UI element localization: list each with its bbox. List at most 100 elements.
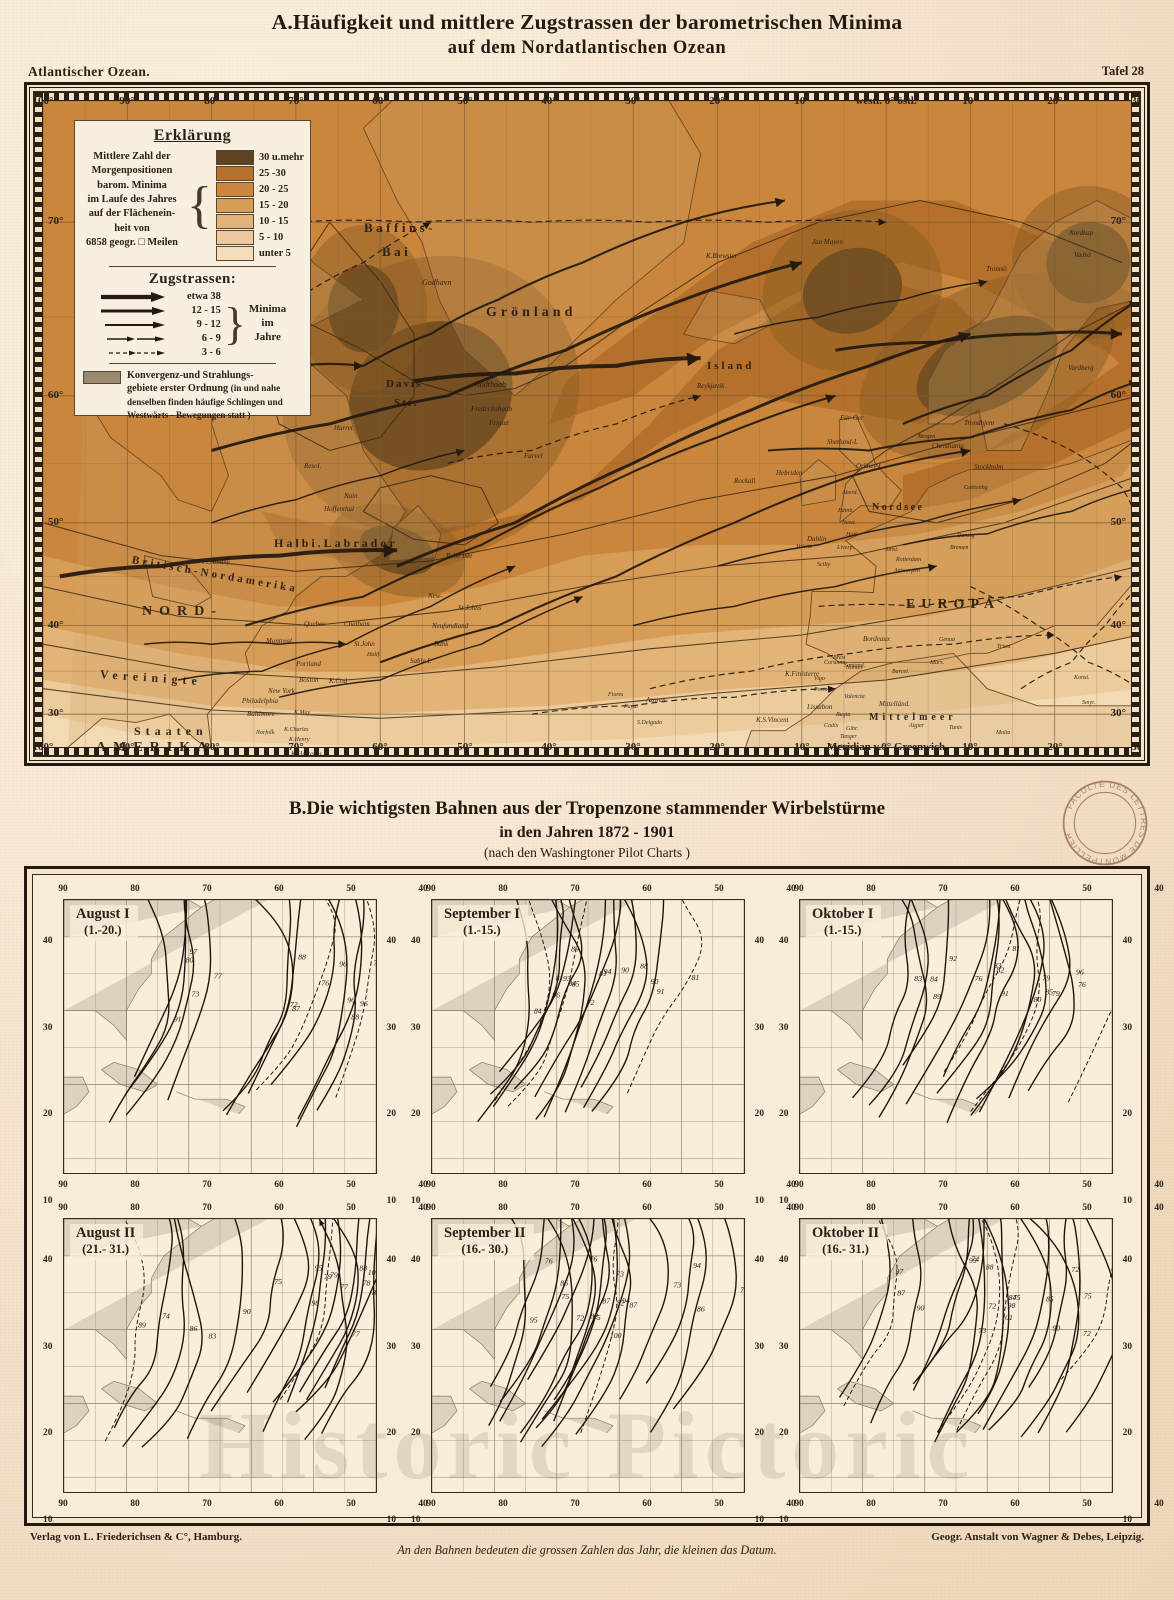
svg-text:86: 86 — [697, 1305, 705, 1314]
svg-text:72: 72 — [290, 1000, 298, 1009]
panel-x-tick: 60 — [642, 1180, 652, 1190]
panel-b-title: B.Die wichtigsten Bahnen aus der Tropenz… — [0, 798, 1174, 861]
conv-line2: gebiete erster Ordnung — [127, 383, 229, 395]
legend-swatch — [215, 198, 254, 213]
panel-x-tick: 50 — [1082, 1203, 1092, 1213]
panel-x-tick: 90 — [58, 1203, 68, 1213]
svg-text:72: 72 — [587, 998, 595, 1007]
storm-panel-canvas: 88 87 96 96 73 77 79 97 91 76 80 88 72 96 August I(1.… — [63, 899, 377, 1174]
panel-x-tick: 80 — [130, 1203, 140, 1213]
storm-panel-canvas: 7595861007694828776948276867375737287 Se… — [431, 1218, 745, 1493]
svg-text:79: 79 — [324, 1272, 332, 1281]
svg-text:76: 76 — [975, 974, 983, 983]
panel-x-tick: 70 — [570, 1180, 580, 1190]
panel-y-tick: 20 — [386, 1109, 396, 1119]
svg-text:72: 72 — [988, 1301, 996, 1310]
svg-text:91: 91 — [657, 987, 665, 996]
svg-text:85: 85 — [572, 979, 580, 988]
legend-desc-line: barom. Minima — [97, 179, 167, 191]
panel-x-tick: 50 — [1082, 1499, 1092, 1509]
storm-panel-svg: 78101887783829690958974799879777586 — [64, 1219, 376, 1492]
svg-text:90: 90 — [243, 1307, 251, 1316]
svg-text:83: 83 — [994, 961, 1002, 970]
panel-a-title-line1: A.Häufigkeit und mittlere Zugstrassen de… — [271, 10, 903, 34]
lat-label-right: 60° — [1110, 389, 1126, 401]
panel-x-tick: 90 — [794, 884, 804, 894]
svg-text:98: 98 — [311, 1299, 319, 1308]
legend-class-row: 20 - 25 — [215, 182, 304, 197]
panel-x-tick: 50 — [714, 1203, 724, 1213]
lon-label-bottom: 30° — [1131, 741, 1140, 753]
svg-text:83: 83 — [914, 974, 922, 983]
svg-text:91: 91 — [1001, 989, 1009, 998]
panel-y-tick: 30 — [411, 1023, 421, 1033]
legend-swatch — [215, 214, 254, 229]
legend-brace-icon: { — [187, 176, 212, 234]
legend-class-label: 15 - 20 — [258, 200, 289, 211]
svg-text:86: 86 — [190, 1324, 198, 1333]
panel-y-tick: 20 — [386, 1428, 396, 1438]
lon-label-top: 70° — [288, 95, 304, 107]
panel-x-tick: 80 — [498, 1203, 508, 1213]
lat-label-left: 70° — [48, 215, 64, 227]
panel-x-tick: 50 — [714, 884, 724, 894]
panel-b-title-line1: B.Die wichtigsten Bahnen aus der Tropenz… — [288, 798, 886, 819]
panel-x-tick: 80 — [866, 884, 876, 894]
legend-class-label: unter 5 — [258, 248, 291, 259]
legend-tracks-unit-line: im — [261, 317, 274, 330]
svg-text:96: 96 — [339, 960, 347, 969]
svg-text:79: 79 — [1052, 989, 1060, 998]
svg-text:82: 82 — [997, 965, 1005, 974]
storm-panel-2: 90 90 80 80 70 70 60 60 50 50 40 40 40 40 30 30 20 20 10 10… — [771, 877, 1164, 1206]
storm-panel-canvas: 817691838910080928385968279847976 Oktobe… — [799, 899, 1113, 1174]
panel-x-tick: 80 — [130, 884, 140, 894]
svg-text:97: 97 — [189, 947, 198, 956]
svg-text:81: 81 — [691, 973, 699, 982]
svg-text:73: 73 — [191, 989, 199, 998]
legend-track-row: 6 - 9 — [99, 332, 221, 344]
legend-tracks-unit-line: Minima — [248, 303, 287, 316]
lon-label-top: 60° — [372, 95, 388, 107]
conv-note3: Westwärts - Bewegungen statt ) — [127, 409, 251, 420]
svg-text:87: 87 — [897, 1288, 906, 1297]
svg-text:74: 74 — [162, 1312, 170, 1321]
lat-label-left: 40° — [48, 619, 64, 631]
svg-text:84: 84 — [534, 1007, 542, 1016]
panel-x-tick: 50 — [346, 1180, 356, 1190]
panel-x-tick: 60 — [1010, 1180, 1020, 1190]
panel-y-tick: 10 — [411, 1515, 421, 1525]
legend-track-label: 12 - 15 — [191, 304, 221, 316]
library-stamp: FACULTÉ DES LETTRES DE MONTPELLIER — [1060, 778, 1150, 868]
panel-y-tick: 20 — [411, 1428, 421, 1438]
panel-y-tick: 40 — [1122, 936, 1132, 946]
lat-label-right: 30° — [1110, 707, 1126, 719]
panel-x-tick: 60 — [642, 1203, 652, 1213]
svg-text:95: 95 — [530, 1315, 538, 1324]
panel-x-tick: 80 — [866, 1499, 876, 1509]
panel-y-tick: 30 — [386, 1342, 396, 1352]
panel-y-tick: 30 — [43, 1023, 53, 1033]
storm-panel-svg: 729084949975988587989072759774728873101 — [800, 1219, 1112, 1492]
lon-label-bottom: 80° — [204, 741, 220, 753]
svg-text:77: 77 — [340, 1283, 349, 1292]
lon-label-bottom: 70° — [288, 741, 304, 753]
lat-label-right: 40° — [1110, 619, 1126, 631]
legend-swatch — [215, 246, 254, 261]
panel-y-tick: 20 — [754, 1109, 764, 1119]
storm-panel-4: 90 90 80 80 70 70 60 60 50 50 40 40 40 40 30 30 20 20 10 10… — [403, 1196, 796, 1525]
svg-text:75: 75 — [274, 1277, 282, 1286]
svg-text:89: 89 — [571, 945, 579, 954]
svg-text:87: 87 — [602, 1296, 611, 1305]
panel-y-tick: 20 — [779, 1109, 789, 1119]
lon-label-top: 20° — [709, 95, 725, 107]
panel-y-tick: 10 — [754, 1196, 764, 1206]
legend-heading: Erklärung — [153, 127, 232, 144]
footer-cartographer: Geogr. Anstalt von Wagner & Debes, Leipz… — [931, 1531, 1144, 1543]
svg-text:97: 97 — [896, 1267, 905, 1276]
lon-label-bottom: 90° — [119, 741, 135, 753]
storm-panel-label: September I (1.-15.) — [438, 905, 528, 941]
footer-note: An den Bahnen bedeuten die grossen Zahle… — [397, 1543, 777, 1557]
svg-text:88: 88 — [351, 1013, 359, 1022]
svg-text:76: 76 — [321, 979, 329, 988]
svg-text:99: 99 — [969, 1256, 977, 1265]
